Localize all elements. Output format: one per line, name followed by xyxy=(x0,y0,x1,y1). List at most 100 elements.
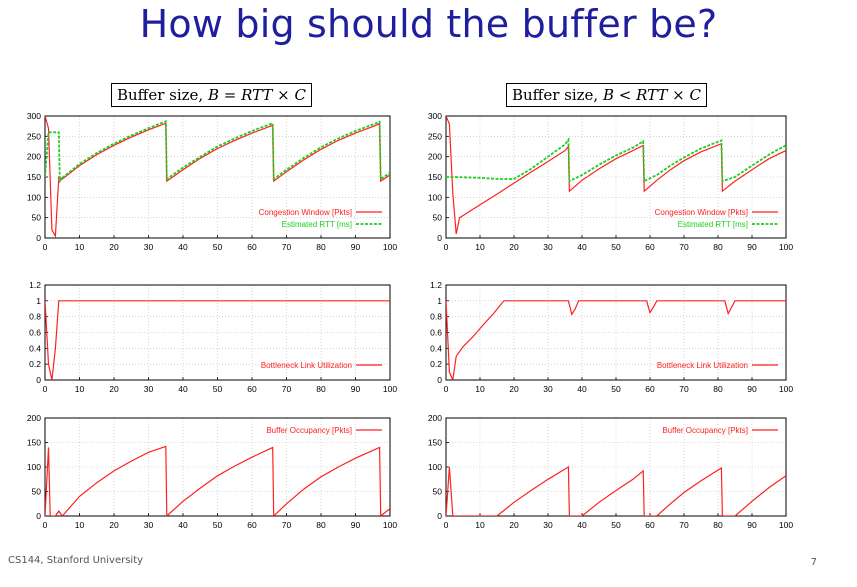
y-tick-label: 250 xyxy=(27,131,41,141)
x-tick-label: 40 xyxy=(178,242,188,252)
x-tick-label: 90 xyxy=(351,242,361,252)
series-line-1 xyxy=(446,300,786,380)
x-tick-label: 30 xyxy=(144,242,154,252)
x-tick-label: 70 xyxy=(679,384,689,394)
x-tick-label: 50 xyxy=(611,520,621,530)
x-tick-label: 60 xyxy=(645,242,655,252)
legend-label: Congestion Window [Pkts] xyxy=(259,208,352,217)
x-tick-label: 90 xyxy=(747,384,757,394)
x-tick-label: 100 xyxy=(779,384,793,394)
x-tick-label: 0 xyxy=(43,384,48,394)
x-tick-label: 40 xyxy=(178,520,188,530)
y-tick-label: 0 xyxy=(437,511,442,521)
y-tick-label: 200 xyxy=(428,413,442,423)
x-tick-label: 0 xyxy=(43,520,48,530)
y-tick-label: 0 xyxy=(437,233,442,243)
x-tick-label: 60 xyxy=(247,520,257,530)
series-line-1 xyxy=(45,116,390,238)
y-tick-label: 50 xyxy=(433,487,443,497)
x-tick-label: 100 xyxy=(779,242,793,252)
x-tick-label: 10 xyxy=(75,520,85,530)
y-tick-label: 0.2 xyxy=(29,359,41,369)
footer-course: CS144, Stanford University xyxy=(8,555,144,566)
x-tick-label: 70 xyxy=(282,384,292,394)
x-tick-label: 30 xyxy=(543,242,553,252)
x-tick-label: 60 xyxy=(645,520,655,530)
x-tick-label: 20 xyxy=(109,520,119,530)
y-tick-label: 200 xyxy=(27,152,41,162)
y-tick-label: 150 xyxy=(428,438,442,448)
x-tick-label: 70 xyxy=(282,520,292,530)
x-tick-label: 40 xyxy=(577,520,587,530)
x-tick-label: 40 xyxy=(178,384,188,394)
x-tick-label: 10 xyxy=(75,384,85,394)
x-tick-label: 100 xyxy=(779,520,793,530)
y-tick-label: 100 xyxy=(428,462,442,472)
x-tick-label: 60 xyxy=(247,384,257,394)
x-tick-label: 70 xyxy=(679,520,689,530)
slide-title: How big should the buffer be? xyxy=(139,2,718,46)
chart-2: 0 10 20 30 40 50 60 70 80 90 100 0 50 100 150 200 250 300… xyxy=(428,111,794,252)
y-tick-label: 200 xyxy=(428,152,442,162)
x-tick-label: 30 xyxy=(144,520,154,530)
y-tick-label: 300 xyxy=(27,111,41,121)
x-tick-label: 10 xyxy=(475,520,485,530)
x-tick-label: 20 xyxy=(109,384,119,394)
x-tick-label: 100 xyxy=(383,520,397,530)
chart-4: 0 10 20 30 40 50 60 70 80 90 100 0 0.2 0.4 0.6 0.8 1 1.2 B… xyxy=(430,280,793,394)
x-tick-label: 30 xyxy=(543,384,553,394)
page-number: 7 xyxy=(810,557,817,568)
series-line-2 xyxy=(446,136,786,183)
x-tick-label: 50 xyxy=(611,384,621,394)
y-tick-label: 100 xyxy=(27,192,41,202)
y-tick-label: 0 xyxy=(437,375,442,385)
x-tick-label: 80 xyxy=(713,242,723,252)
chart-6: 0 10 20 30 40 50 60 70 80 90 100 0 50 100 150 200 Buffer… xyxy=(428,413,794,530)
chart-3: 0 10 20 30 40 50 60 70 80 90 100 0 0.2 0.4 0.6 0.8 1 1.2 B… xyxy=(29,280,397,394)
y-tick-label: 150 xyxy=(27,438,41,448)
x-tick-label: 10 xyxy=(475,384,485,394)
x-tick-label: 50 xyxy=(611,242,621,252)
x-tick-label: 0 xyxy=(43,242,48,252)
y-tick-label: 0.4 xyxy=(29,343,41,353)
y-tick-label: 1 xyxy=(36,296,41,306)
chart-1: 0 10 20 30 40 50 60 70 80 90 100 0 50 100 150 200 250 300… xyxy=(27,111,398,252)
y-tick-label: 150 xyxy=(428,172,442,182)
x-tick-label: 20 xyxy=(509,384,519,394)
y-tick-label: 50 xyxy=(32,213,42,223)
x-tick-label: 20 xyxy=(109,242,119,252)
x-tick-label: 90 xyxy=(351,520,361,530)
x-tick-label: 0 xyxy=(444,242,449,252)
y-tick-label: 50 xyxy=(433,213,443,223)
x-tick-label: 80 xyxy=(316,384,326,394)
x-tick-label: 90 xyxy=(747,242,757,252)
x-tick-label: 80 xyxy=(713,520,723,530)
x-tick-label: 80 xyxy=(316,242,326,252)
x-tick-label: 60 xyxy=(247,242,257,252)
left-heading-text: Buffer size, xyxy=(117,86,208,104)
y-tick-label: 150 xyxy=(27,172,41,182)
right-panel-heading: Buffer size, B < RTT × C xyxy=(506,83,707,107)
chart-5: 0 10 20 30 40 50 60 70 80 90 100 0 50 100 150 200 Buffer… xyxy=(27,413,398,530)
y-tick-label: 250 xyxy=(428,131,442,141)
x-tick-label: 50 xyxy=(213,242,223,252)
x-tick-label: 0 xyxy=(444,520,449,530)
y-tick-label: 1.2 xyxy=(29,280,41,290)
x-tick-label: 40 xyxy=(577,384,587,394)
y-tick-label: 0 xyxy=(36,233,41,243)
y-tick-label: 0.8 xyxy=(29,312,41,322)
y-tick-label: 100 xyxy=(27,462,41,472)
x-tick-label: 20 xyxy=(509,520,519,530)
x-tick-label: 100 xyxy=(383,242,397,252)
y-tick-label: 0.4 xyxy=(430,343,442,353)
x-tick-label: 60 xyxy=(645,384,655,394)
y-tick-label: 1 xyxy=(437,296,442,306)
legend-label: Bottleneck Link Utilization xyxy=(261,361,352,370)
legend-label: Congestion Window [Pkts] xyxy=(655,208,748,217)
y-tick-label: 0.6 xyxy=(29,328,41,338)
x-tick-label: 70 xyxy=(282,242,292,252)
x-tick-label: 90 xyxy=(747,520,757,530)
series-line-1 xyxy=(45,445,390,516)
y-tick-label: 50 xyxy=(32,487,42,497)
